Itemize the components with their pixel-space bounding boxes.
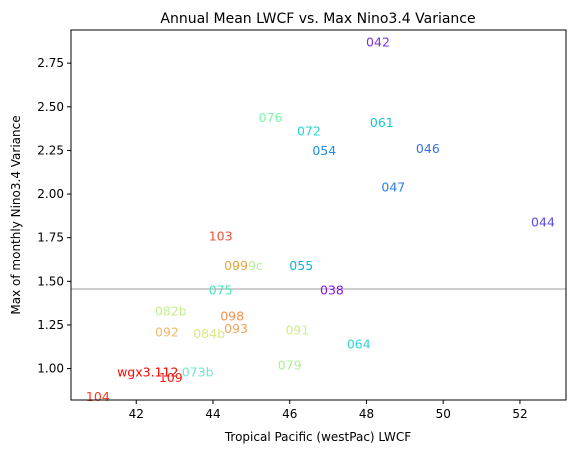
- data-point-label: 104: [86, 389, 110, 404]
- y-axis-label: Max of monthly Nino3.4 Variance: [9, 115, 23, 314]
- data-point-label: 038: [320, 283, 344, 298]
- x-tick-label: 52: [512, 407, 527, 421]
- data-point-label: 064: [347, 337, 371, 352]
- chart-title: Annual Mean LWCF vs. Max Nino3.4 Varianc…: [160, 11, 475, 27]
- x-tick-label: 44: [205, 407, 220, 421]
- y-tick-label: 1.75: [37, 231, 64, 245]
- data-point-label: 075: [209, 283, 233, 298]
- y-tick-label: 1.25: [37, 318, 64, 332]
- data-point-label: 091: [285, 323, 309, 338]
- y-tick-label: 1.00: [37, 362, 64, 376]
- x-axis-label: Tropical Pacific (westPac) LWCF: [224, 430, 411, 444]
- x-tick-label: 50: [436, 407, 451, 421]
- data-point-label: wgx3.112: [117, 365, 178, 380]
- data-point-label: 082b: [155, 303, 187, 318]
- data-point-label: 044: [531, 214, 555, 229]
- data-point-label: 054: [312, 143, 336, 158]
- data-point-label: 092: [155, 324, 179, 339]
- x-tick-label: 48: [359, 407, 374, 421]
- data-point-label: 093: [224, 321, 248, 336]
- data-point-label: 076: [259, 110, 283, 125]
- data-point-label: 098: [220, 309, 244, 324]
- data-point-label: 109: [159, 370, 183, 385]
- data-point-label: 084b: [193, 326, 225, 341]
- plot-frame: [70, 29, 567, 401]
- y-tick-label: 2.75: [37, 56, 64, 70]
- data-point-label: 055: [289, 258, 313, 273]
- x-tick-label: 42: [129, 407, 144, 421]
- data-point-label: 099c: [232, 258, 263, 273]
- y-tick-label: 2.25: [37, 143, 64, 157]
- data-point-label: 099: [224, 258, 248, 273]
- y-tick-label: 1.50: [37, 274, 64, 288]
- data-point-label: 061: [370, 115, 394, 130]
- data-point-label: 072: [297, 124, 321, 139]
- data-point-label: 073b: [182, 365, 214, 380]
- data-point-label: 042: [366, 35, 390, 50]
- data-point-label: 103: [209, 228, 233, 243]
- y-tick-label: 2.50: [37, 100, 64, 114]
- y-tick-label: 2.00: [37, 187, 64, 201]
- data-point-label: 079: [278, 358, 302, 373]
- data-point-label: 046: [416, 141, 440, 156]
- x-tick-label: 46: [282, 407, 297, 421]
- data-point-label: 047: [381, 180, 405, 195]
